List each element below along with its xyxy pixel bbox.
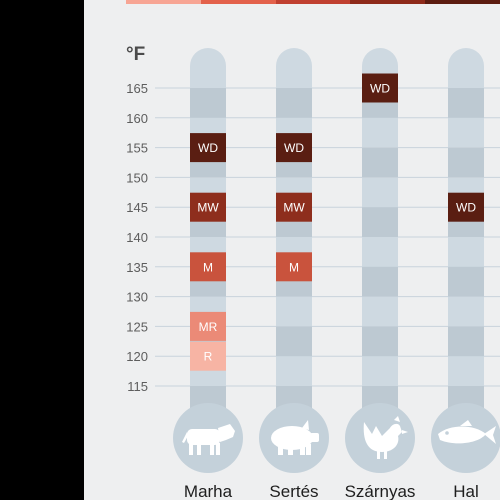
- category-label-fish: Hal: [453, 482, 479, 500]
- strip-segment-3: [350, 0, 426, 4]
- marker-wd-sertés: WD: [276, 133, 312, 163]
- chicken-leg: [384, 451, 387, 459]
- tube-stripe: [448, 326, 484, 357]
- cow-leg: [197, 443, 201, 455]
- marker-label: M: [203, 260, 213, 274]
- strip-segment-4: [425, 0, 500, 4]
- thermometer-chicken: [345, 48, 415, 473]
- marker-label: MW: [197, 201, 219, 215]
- marker-wd-marha: WD: [190, 133, 226, 163]
- marker-box: [190, 311, 226, 341]
- marker-label: M: [289, 260, 299, 274]
- y-tick-165: 165: [126, 81, 148, 96]
- y-tick-155: 155: [126, 141, 148, 156]
- chicken-comb: [394, 416, 400, 422]
- marker-box: [190, 252, 226, 282]
- pig-leg: [306, 444, 311, 455]
- pig-body: [271, 426, 313, 450]
- y-tick-125: 125: [126, 319, 148, 334]
- tube-stripe: [448, 88, 484, 118]
- cow-leg: [216, 443, 220, 455]
- marker-box: [276, 192, 312, 222]
- marker-label: WD: [198, 141, 218, 155]
- category-label-pig: Sertés: [269, 482, 318, 500]
- y-tick-120: 120: [126, 349, 148, 364]
- tube-stripe: [190, 88, 226, 118]
- cow-icon: [182, 424, 235, 455]
- marker-box: [190, 341, 226, 371]
- y-tick-150: 150: [126, 170, 148, 185]
- category-label-cow: Marha: [184, 482, 233, 500]
- doneness-color-strip: [126, 0, 500, 4]
- y-tick-160: 160: [126, 111, 148, 126]
- tube-stripe: [276, 326, 312, 357]
- tube-stripe: [448, 147, 484, 178]
- marker-r-marha: R: [190, 341, 226, 371]
- marker-label: R: [204, 350, 213, 364]
- y-tick-115: 115: [127, 379, 148, 394]
- fish-body: [438, 426, 486, 444]
- cow-leg: [210, 443, 214, 455]
- pig-icon: [271, 420, 319, 455]
- marker-mw-marha: MW: [190, 192, 226, 222]
- chicken-icon: [363, 416, 408, 459]
- tube-stripe: [362, 147, 398, 178]
- chicken-body: [363, 422, 402, 452]
- thermometer-fish: [431, 48, 500, 473]
- fish-tail: [484, 426, 496, 444]
- marker-box: [362, 73, 398, 103]
- tube-stripe: [362, 326, 398, 357]
- pig-leg: [288, 446, 293, 455]
- fish-fin: [460, 420, 472, 426]
- cow-tail: [182, 432, 188, 443]
- marker-box: [276, 252, 312, 282]
- pig-ear: [302, 420, 309, 430]
- marker-wd-szárnyas: WD: [362, 73, 398, 103]
- unit-label: °F: [126, 44, 146, 65]
- marker-box: [276, 133, 312, 163]
- marker-m-marha: M: [190, 252, 226, 282]
- marker-label: MR: [199, 320, 218, 334]
- strip-segment-0: [126, 0, 201, 4]
- y-tick-135: 135: [126, 260, 148, 275]
- marker-box: [448, 192, 484, 222]
- strip-segment-2: [275, 0, 351, 4]
- fish-eye: [445, 431, 449, 435]
- tube-stripe: [362, 207, 398, 237]
- marker-mr-marha: MR: [190, 311, 226, 341]
- chicken-beak: [402, 430, 408, 434]
- fish-icon: [438, 420, 496, 444]
- marker-label: WD: [370, 82, 390, 96]
- strip-segment-1: [200, 0, 276, 4]
- marker-wd-hal: WD: [448, 192, 484, 222]
- pig-leg: [278, 445, 283, 455]
- marker-m-sertés: M: [276, 252, 312, 282]
- y-tick-130: 130: [126, 290, 148, 305]
- marker-label: MW: [283, 201, 305, 215]
- pig-snout: [310, 433, 319, 442]
- marker-box: [190, 133, 226, 163]
- marker-box: [190, 192, 226, 222]
- tube-stripe: [362, 266, 398, 297]
- cow-leg: [189, 443, 193, 455]
- cow-body: [187, 429, 220, 445]
- y-tick-145: 145: [126, 200, 148, 215]
- tube-stripe: [276, 88, 312, 118]
- y-tick-140: 140: [126, 230, 148, 245]
- marker-label: WD: [284, 141, 304, 155]
- pig-leg: [300, 446, 305, 455]
- marker-mw-sertés: MW: [276, 192, 312, 222]
- category-label-chicken: Szárnyas: [345, 482, 416, 500]
- marker-label: WD: [456, 201, 476, 215]
- cow-head: [218, 424, 235, 442]
- chicken-leg: [377, 451, 380, 459]
- tube-stripe: [448, 266, 484, 297]
